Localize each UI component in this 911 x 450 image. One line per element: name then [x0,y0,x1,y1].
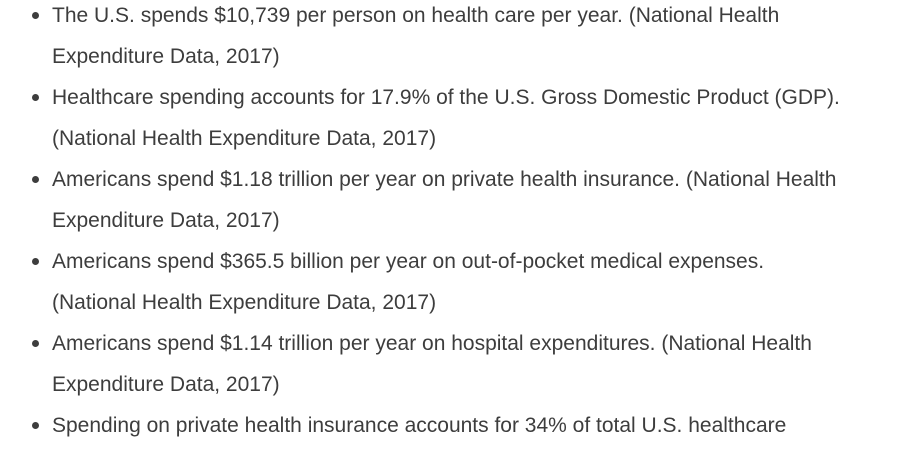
list-item: Healthcare spending accounts for 17.9% o… [0,77,911,159]
list-item: The U.S. spends $10,739 per person on he… [0,0,911,77]
list-item-text-line: Americans spend $365.5 billion per year … [52,250,765,273]
list-item-text-line: Healthcare spending accounts for 17.9% o… [52,86,840,109]
bullet-icon [32,422,39,429]
list-item: Americans spend $1.14 trillion per year … [0,323,911,405]
list-item-text-line: Expenditure Data, 2017) [52,45,280,68]
list-item-text-line: Americans spend $1.18 trillion per year … [52,168,837,191]
bullet-icon [32,94,39,101]
list-item: Spending on private health insurance acc… [0,405,911,446]
list-item: Americans spend $1.18 trillion per year … [0,159,911,241]
bullet-icon [32,340,39,347]
list-item-text-line: (National Health Expenditure Data, 2017) [52,127,437,150]
bullet-icon [32,258,39,265]
list-item-text-line: The U.S. spends $10,739 per person on he… [52,4,780,27]
list-item-text-line: Expenditure Data, 2017) [52,209,280,232]
bullet-icon [32,12,39,19]
bullet-icon [32,176,39,183]
list-item-text-line: Americans spend $1.14 trillion per year … [52,332,812,355]
list-item: Americans spend $365.5 billion per year … [0,241,911,323]
list-item-text-line: Spending on private health insurance acc… [52,414,787,437]
list-item-text-line: (National Health Expenditure Data, 2017) [52,291,437,314]
list-item-text-line: Expenditure Data, 2017) [52,373,280,396]
